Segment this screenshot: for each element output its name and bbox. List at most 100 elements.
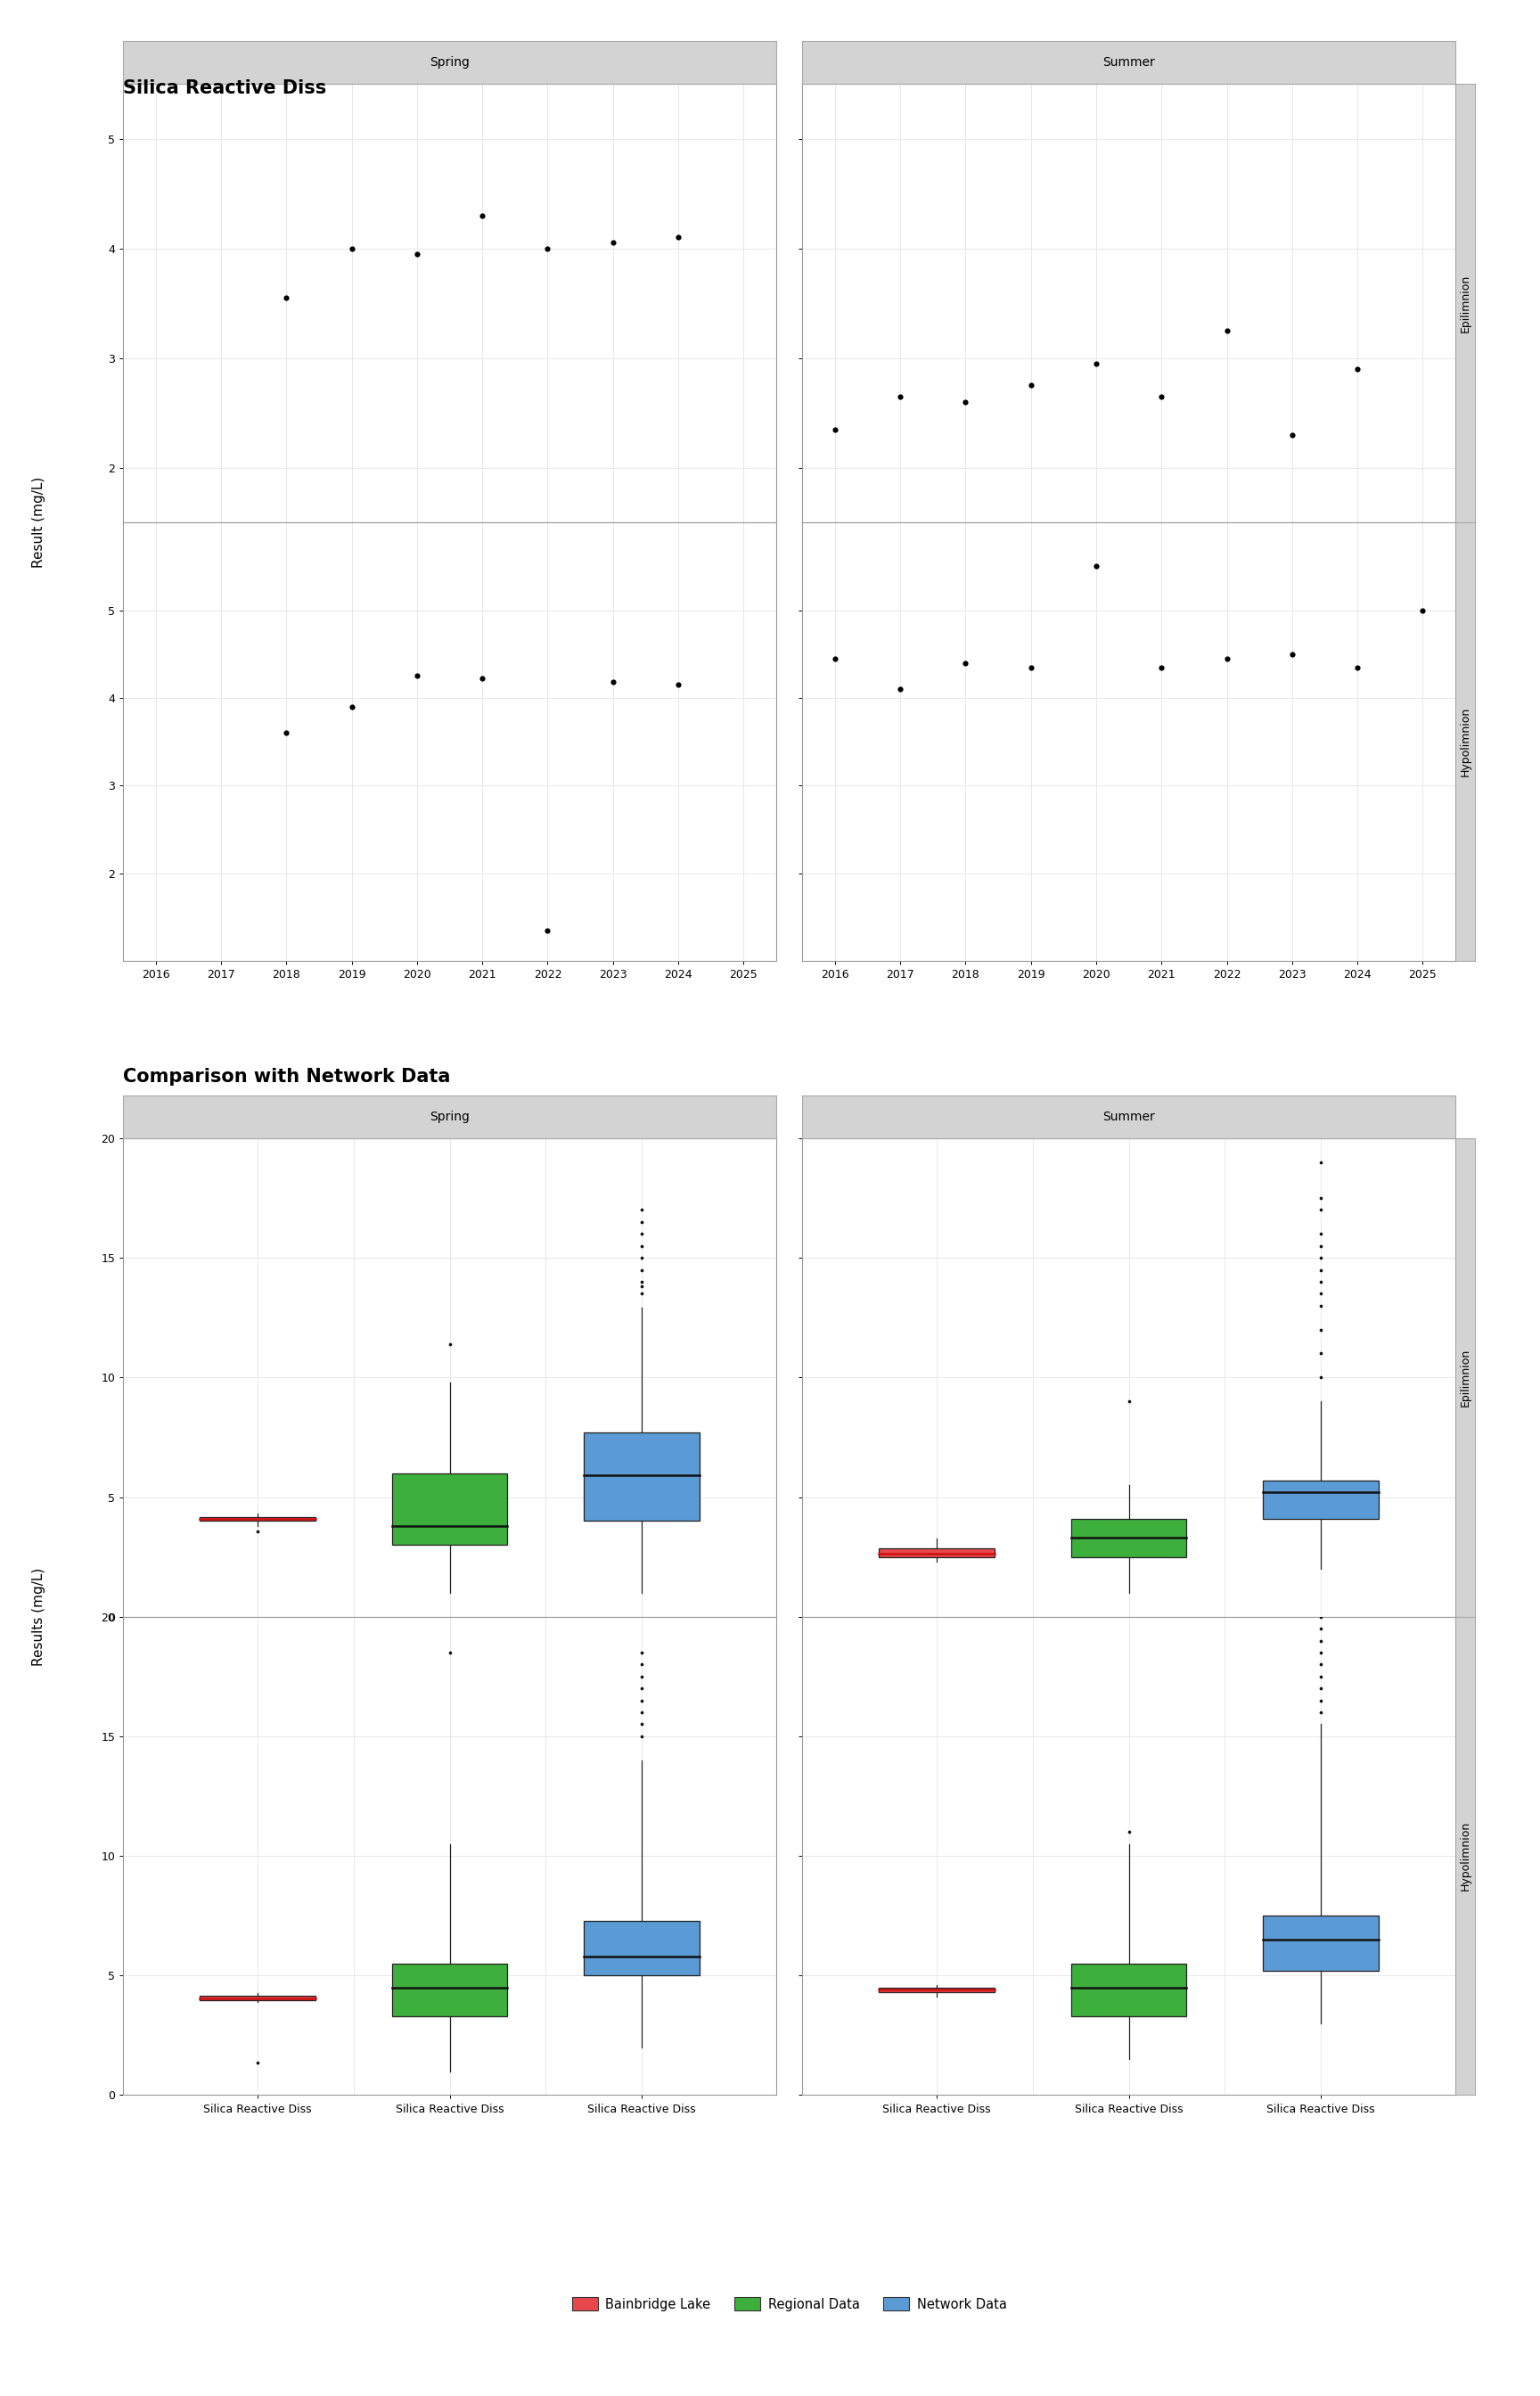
Point bbox=[1149, 647, 1173, 685]
Point bbox=[630, 1275, 654, 1313]
Point bbox=[601, 223, 625, 261]
Point bbox=[1215, 311, 1240, 350]
Point bbox=[339, 230, 363, 268]
Text: Spring: Spring bbox=[430, 1109, 470, 1124]
Point bbox=[536, 230, 561, 268]
Point bbox=[470, 659, 494, 697]
Point bbox=[1309, 1646, 1334, 1684]
Point bbox=[953, 383, 978, 422]
Bar bbox=[584, 1433, 699, 1521]
Point bbox=[953, 645, 978, 683]
Point bbox=[405, 235, 430, 273]
Point bbox=[1084, 345, 1109, 383]
Text: Spring: Spring bbox=[430, 55, 470, 69]
Point bbox=[1309, 1263, 1334, 1301]
Point bbox=[1084, 546, 1109, 585]
Point bbox=[1309, 1682, 1334, 1720]
Point bbox=[1309, 1670, 1334, 1708]
Text: Epilimnion: Epilimnion bbox=[1460, 273, 1471, 333]
Point bbox=[630, 1203, 654, 1241]
Point bbox=[630, 1251, 654, 1289]
Point bbox=[1309, 1634, 1334, 1672]
Point bbox=[1309, 1311, 1334, 1349]
Point bbox=[1116, 1814, 1141, 1852]
Bar bbox=[1072, 1965, 1186, 2015]
Point bbox=[822, 640, 847, 678]
Bar bbox=[393, 1965, 507, 2015]
Legend: Bainbridge Lake, Regional Data, Network Data: Bainbridge Lake, Regional Data, Network … bbox=[567, 2293, 1012, 2317]
Point bbox=[405, 657, 430, 695]
Text: Epilimnion: Epilimnion bbox=[1460, 1349, 1471, 1406]
Bar bbox=[879, 1548, 995, 1557]
Bar bbox=[1263, 1917, 1378, 1972]
Text: Results (mg/L): Results (mg/L) bbox=[32, 1567, 45, 1665]
Point bbox=[822, 410, 847, 448]
Point bbox=[437, 1325, 462, 1363]
Text: Result (mg/L): Result (mg/L) bbox=[32, 477, 45, 568]
Point bbox=[1018, 367, 1043, 405]
Point bbox=[1309, 1694, 1334, 1732]
Text: Hypolimnion: Hypolimnion bbox=[1460, 1821, 1471, 1890]
Point bbox=[245, 1512, 270, 1550]
Point bbox=[245, 2044, 270, 2082]
Point bbox=[665, 218, 690, 256]
Point bbox=[630, 1646, 654, 1684]
Point bbox=[1309, 1598, 1334, 1636]
Bar bbox=[1072, 1519, 1186, 1557]
Point bbox=[1309, 1275, 1334, 1313]
Point bbox=[630, 1658, 654, 1696]
Point bbox=[1280, 415, 1304, 453]
Text: Summer: Summer bbox=[1103, 55, 1155, 69]
Point bbox=[1149, 376, 1173, 415]
Point bbox=[1344, 647, 1369, 685]
Point bbox=[889, 376, 913, 415]
Point bbox=[630, 1191, 654, 1229]
Point bbox=[630, 1694, 654, 1732]
Bar bbox=[879, 1989, 995, 1993]
Point bbox=[889, 671, 913, 709]
Point bbox=[630, 1215, 654, 1253]
Point bbox=[470, 196, 494, 235]
Point bbox=[1309, 1622, 1334, 1660]
Point bbox=[630, 1718, 654, 1756]
Point bbox=[1309, 1251, 1334, 1289]
Bar bbox=[1263, 1481, 1378, 1519]
Point bbox=[630, 1706, 654, 1744]
Point bbox=[1309, 1239, 1334, 1277]
Point bbox=[665, 666, 690, 704]
Point bbox=[601, 664, 625, 702]
Point bbox=[1309, 1191, 1334, 1229]
Text: Silica Reactive Diss: Silica Reactive Diss bbox=[123, 79, 326, 96]
Point bbox=[630, 1227, 654, 1265]
Point bbox=[630, 1670, 654, 1708]
Point bbox=[1309, 1215, 1334, 1253]
Point bbox=[274, 714, 299, 752]
Point bbox=[437, 1634, 462, 1672]
Point bbox=[1280, 635, 1304, 673]
Point bbox=[1309, 1143, 1334, 1181]
Point bbox=[1411, 592, 1435, 630]
Point bbox=[630, 1682, 654, 1720]
Point bbox=[1116, 1382, 1141, 1421]
Point bbox=[1344, 350, 1369, 388]
Bar bbox=[584, 1922, 699, 1977]
Bar bbox=[200, 1996, 316, 2001]
Text: Comparison with Network Data: Comparison with Network Data bbox=[123, 1069, 451, 1085]
Point bbox=[1215, 640, 1240, 678]
Point bbox=[630, 1263, 654, 1301]
Point bbox=[339, 688, 363, 726]
Point bbox=[1309, 1227, 1334, 1265]
Point bbox=[1309, 1287, 1334, 1325]
Point bbox=[1309, 1335, 1334, 1373]
Point bbox=[536, 910, 561, 949]
Bar bbox=[200, 1517, 316, 1521]
Bar bbox=[393, 1474, 507, 1545]
Point bbox=[1309, 1179, 1334, 1217]
Point bbox=[1309, 1359, 1334, 1397]
Point bbox=[1309, 1658, 1334, 1696]
Point bbox=[630, 1239, 654, 1277]
Text: Summer: Summer bbox=[1103, 1109, 1155, 1124]
Text: Hypolimnion: Hypolimnion bbox=[1460, 707, 1471, 776]
Point bbox=[1018, 647, 1043, 685]
Point bbox=[1309, 1610, 1334, 1648]
